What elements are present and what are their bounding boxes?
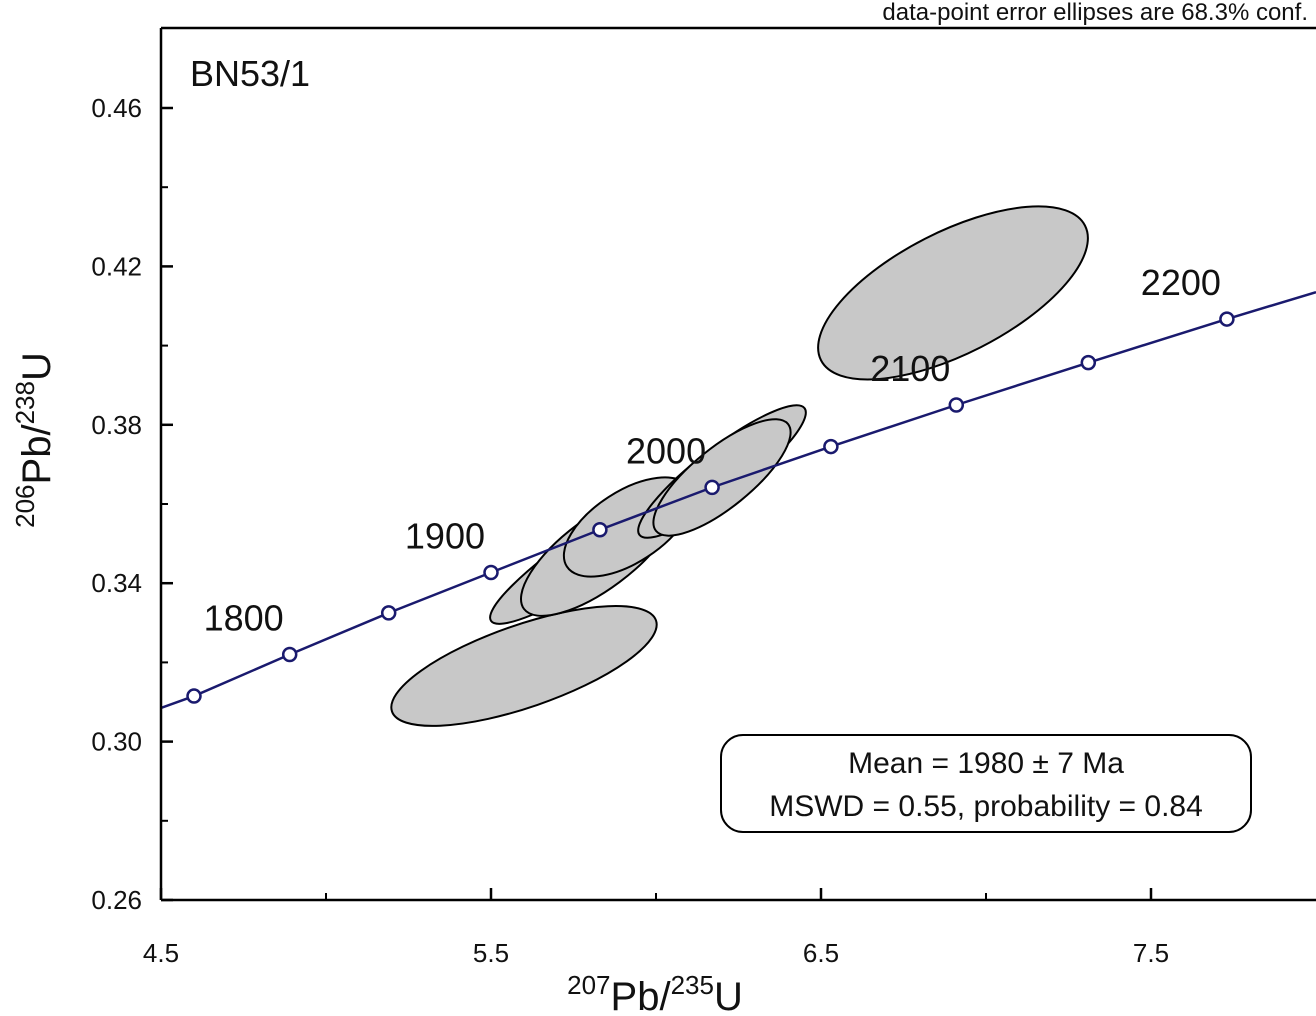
error-ellipse-6 xyxy=(652,418,792,537)
result-mswd: MSWD = 0.55, probability = 0.84 xyxy=(769,790,1203,823)
y-tick-label: 0.26 xyxy=(91,885,142,915)
age-marker-10 xyxy=(1219,311,1235,327)
concordia-curve xyxy=(161,290,1316,710)
error-ellipse-1 xyxy=(390,605,658,727)
age-marker-5 xyxy=(592,521,608,538)
y-ticks: 0.26 0.30 0.34 0.38 0.42 0.46 xyxy=(91,93,173,915)
confidence-note: data-point error ellipses are 68.3% conf… xyxy=(882,0,1308,26)
error-ellipses xyxy=(390,205,1089,727)
x-ticks: 4.5 5.5 6.5 7.5 xyxy=(143,888,1169,968)
plot-area xyxy=(161,205,1316,727)
age-marker-9 xyxy=(1080,354,1097,371)
x-tick-label: 5.5 xyxy=(473,938,509,968)
error-ellipse-7 xyxy=(817,205,1089,381)
y-axis-title: 206Pb/238U xyxy=(10,352,59,528)
age-marker-3 xyxy=(380,605,397,621)
result-mean: Mean = 1980 ± 7 Ma xyxy=(848,747,1124,780)
y-tick-label: 0.30 xyxy=(91,727,142,757)
y-tick-label: 0.38 xyxy=(91,410,142,440)
y-tick-label: 0.34 xyxy=(91,568,142,598)
x-axis-title: 207Pb/235U xyxy=(567,970,743,1016)
age-label-2200: 2200 xyxy=(1141,262,1221,303)
age-label-2000: 2000 xyxy=(626,430,706,471)
result-box-frame xyxy=(720,734,1252,833)
age-labels: 1800 1900 2000 2100 2200 xyxy=(204,262,1221,638)
x-tick-label: 7.5 xyxy=(1133,938,1169,968)
age-marker-7 xyxy=(823,438,839,455)
age-label-1900: 1900 xyxy=(405,516,485,557)
sample-label: BN53/1 xyxy=(190,53,310,94)
x-tick-label: 6.5 xyxy=(803,938,839,968)
age-marker-6 xyxy=(704,479,720,496)
result-box: Mean = 1980 ± 7 Ma MSWD = 0.55, probabil… xyxy=(720,734,1252,833)
age-marker-4 xyxy=(483,564,499,581)
axes: 4.5 5.5 6.5 7.5 0.26 0.30 0.34 0.38 0.42 0.46 xyxy=(91,26,1316,968)
age-label-1800: 1800 xyxy=(204,597,284,638)
age-marker-2 xyxy=(281,646,298,663)
y-tick-label: 0.42 xyxy=(91,251,142,281)
age-marker-8 xyxy=(948,397,965,413)
x-tick-label: 4.5 xyxy=(143,938,179,968)
age-marker-1 xyxy=(186,688,202,704)
age-markers xyxy=(186,311,1235,704)
y-tick-label: 0.46 xyxy=(91,93,142,123)
age-label-2100: 2100 xyxy=(870,348,950,389)
